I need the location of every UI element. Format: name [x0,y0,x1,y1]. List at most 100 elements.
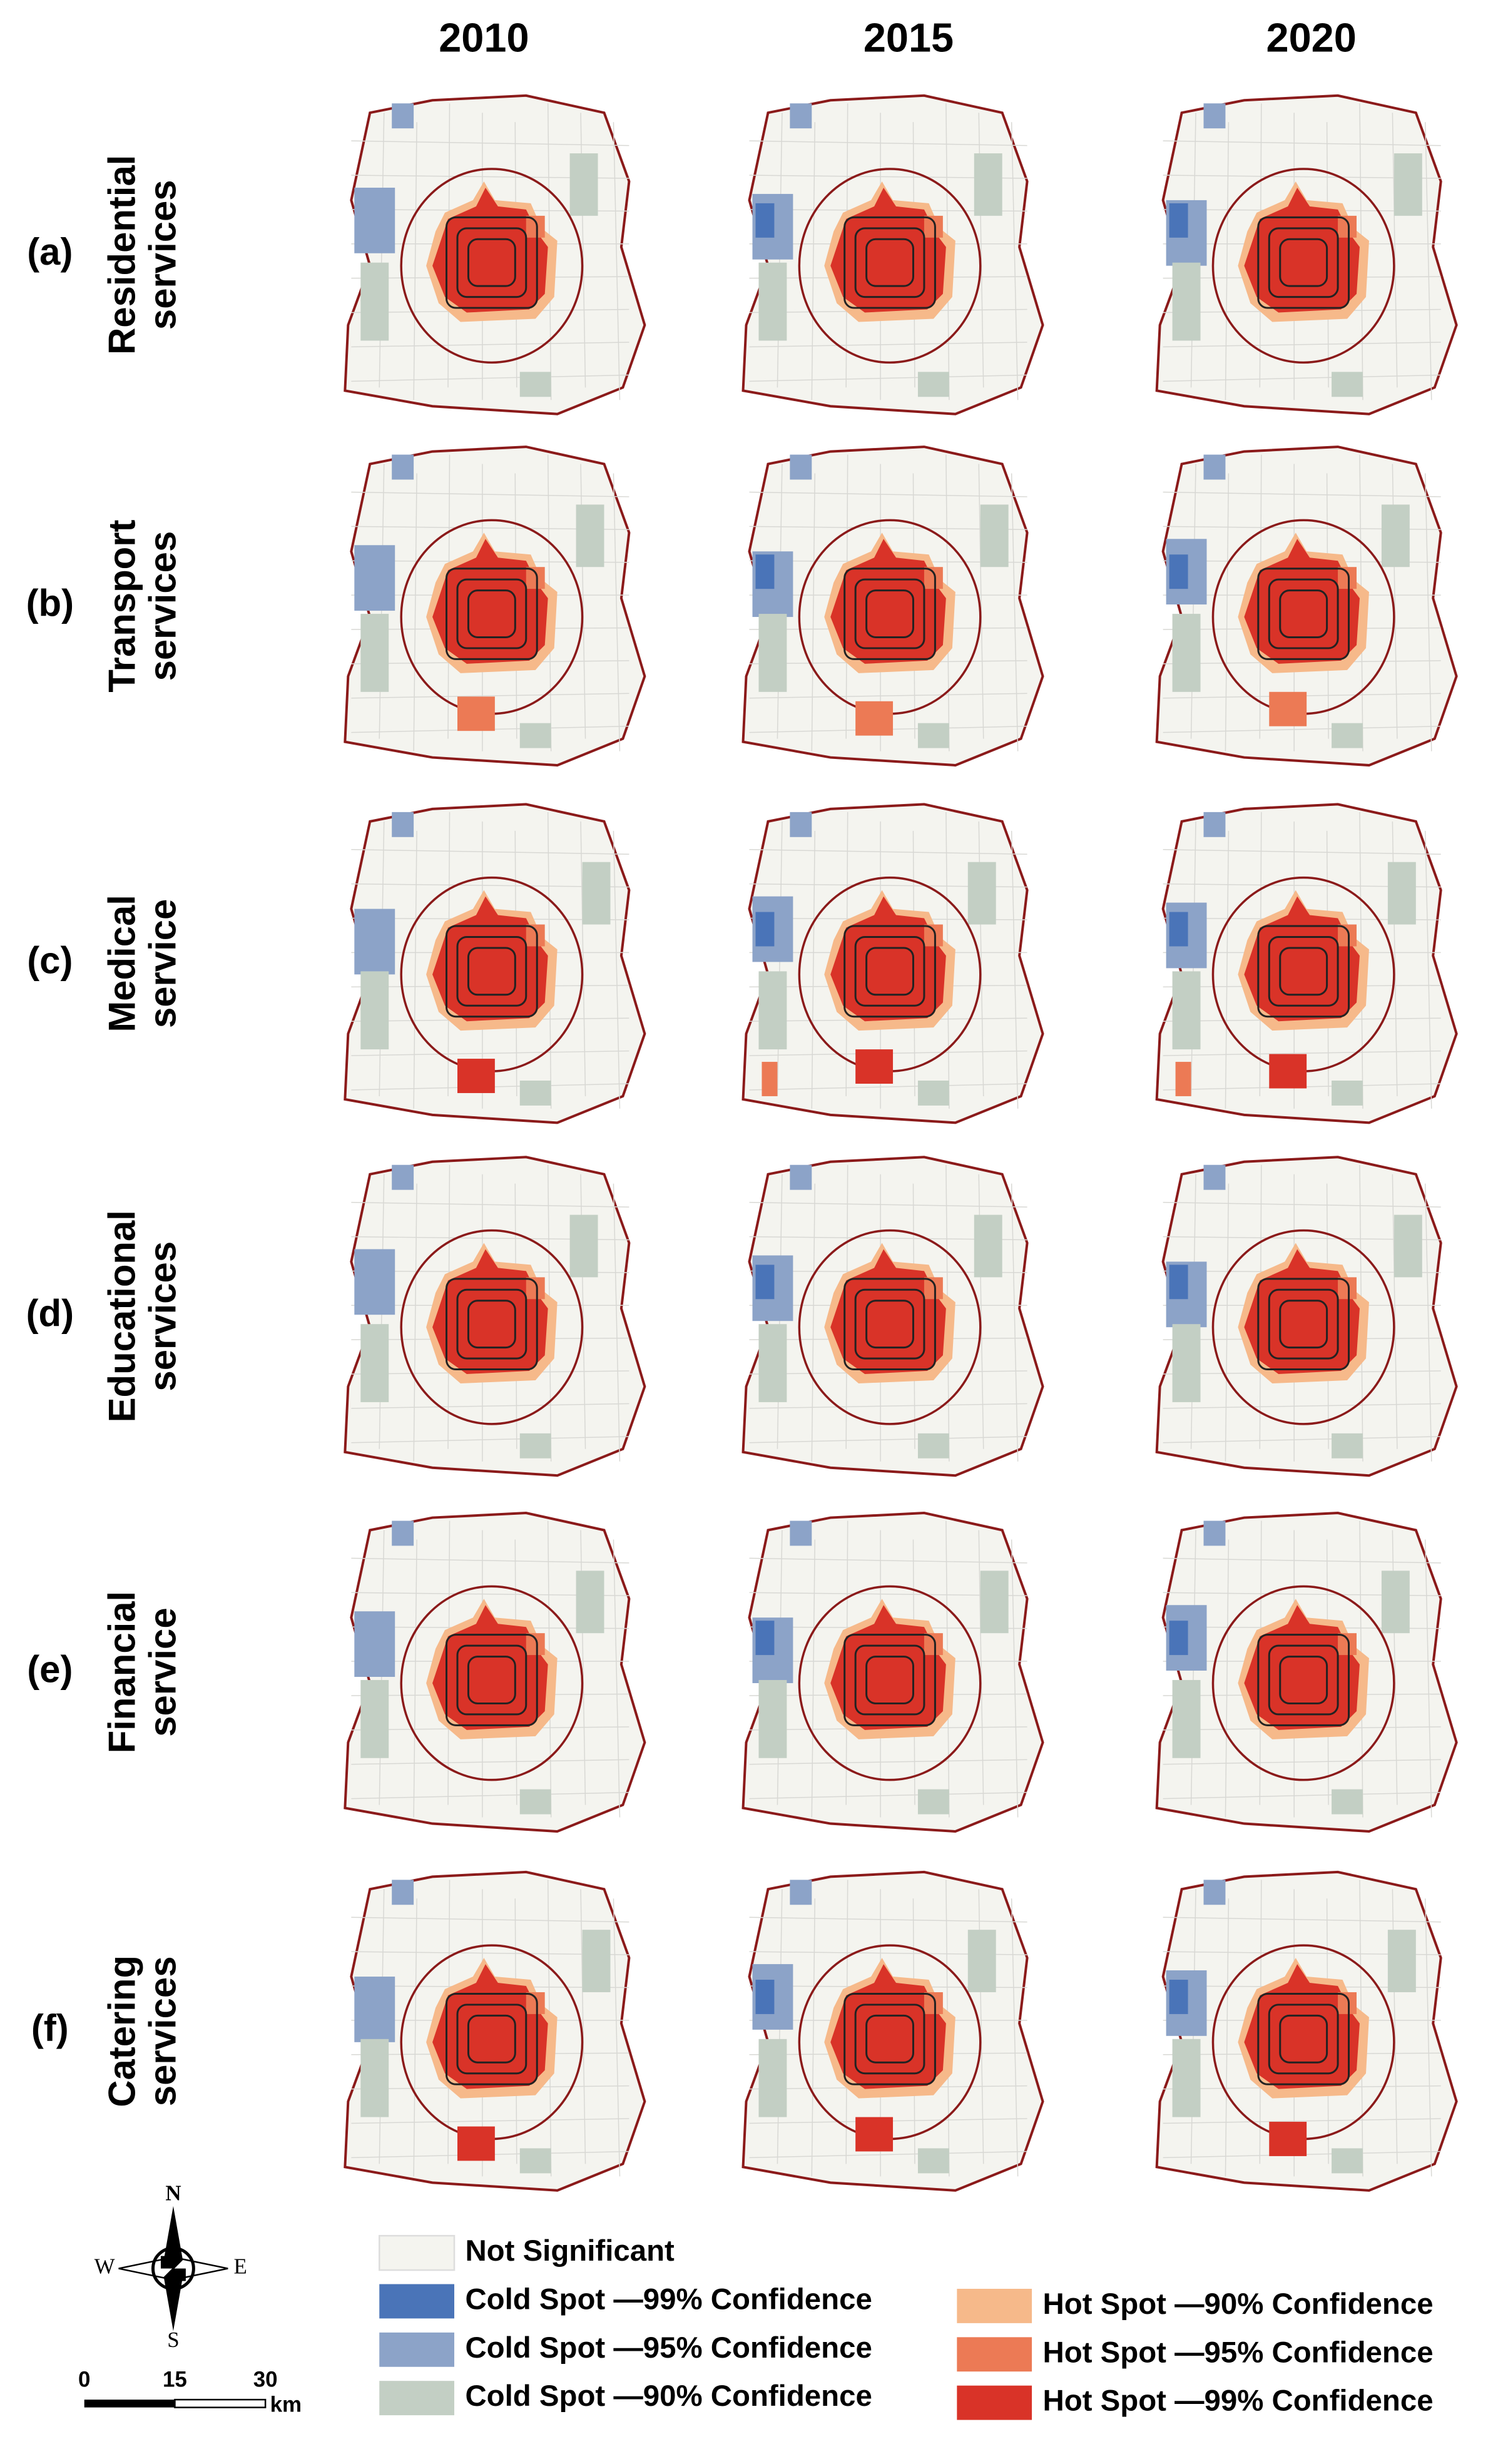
ring-road [446,925,538,1018]
map [1155,1156,1458,1477]
row-name: services [141,1241,183,1392]
cold-spot [755,1265,775,1300]
ring-road [456,935,527,1007]
cold-spot [582,862,611,925]
tract-line [1425,473,1432,751]
cold-spot [917,1433,949,1459]
hot-spot [830,1964,946,2089]
cold-spot [1169,1980,1188,2014]
tract-line [811,830,816,1109]
row-name: Transport [101,519,143,692]
hot-spot [762,1062,778,1096]
compass-n: N [165,2181,181,2205]
cold-spot [758,1324,787,1402]
tract-line [613,1898,621,2177]
row-letter: (d) [26,1293,74,1335]
map [741,1512,1044,1833]
hot-spot [924,1633,943,1656]
legend-label: Hot Spot —99% Confidence [1043,2385,1434,2418]
tract-line [351,1201,629,1208]
hot-spot [855,1049,894,1084]
tract-line [351,374,629,382]
map [344,1156,646,1477]
ring-road [446,1278,538,1371]
hot-spot [830,539,946,664]
tract-line [580,821,586,1096]
cold-spot [1172,2039,1201,2117]
cold-spot [392,103,414,129]
legend-swatch [379,2284,454,2319]
row-letter: (f) [31,2007,69,2049]
cold-spot [360,262,389,341]
hot-spot [1244,187,1360,313]
ring-road [1268,227,1339,298]
row-letter: (b) [26,582,74,624]
tract-line [1163,1436,1441,1443]
tract-line [1425,1183,1432,1462]
tract-line [413,473,417,751]
cold-spot [967,1930,996,1992]
tract-line [978,464,984,739]
tract-line [351,1403,629,1409]
row-name: Financial [101,1591,143,1753]
legend-swatch [957,2288,1032,2323]
ring-road [1279,238,1328,287]
ring-road [1257,1634,1350,1726]
legend-label: Hot Spot —90% Confidence [1043,2288,1434,2321]
hot-spot [924,1992,943,2014]
map [741,1870,1044,2192]
row-name: Medical [101,895,143,1032]
cold-spot [354,187,395,253]
ring-road [456,1644,527,1716]
row-name: Residential [101,155,143,355]
cold-spot [360,971,389,1050]
hot-spot [526,1633,545,1656]
tract-line [351,491,629,497]
tract-line [351,1050,629,1056]
cold-spot [967,862,996,925]
ring-road [467,589,516,638]
row-letter: (c) [27,940,73,982]
cold-spot [1169,203,1188,238]
tract-line [1163,1917,1441,1923]
scale-bar: 0 15 30 km [78,2367,302,2416]
hot-spot [1244,1964,1360,2089]
ring-road [854,578,925,649]
cold-spot [758,1680,787,1758]
ring-road [446,1634,538,1726]
tract-line [1163,1557,1441,1564]
cold-spot [1203,1520,1226,1546]
hot-spot [1338,924,1357,947]
cold-spot [1169,912,1188,947]
cold-spot [519,723,551,748]
tract-line [749,342,1027,348]
cold-spot [582,1930,611,1992]
cold-spot [360,2039,389,2117]
tract-line [1225,1898,1230,2177]
cold-spot [1169,554,1188,589]
cold-spot [917,372,949,397]
cold-spot [519,1081,551,1106]
scale-tick: 15 [163,2367,187,2391]
cold-spot [1332,372,1363,397]
tract-line [749,849,1027,855]
cold-spot [1169,1621,1188,1656]
cold-spot [1332,1081,1363,1106]
cold-spot [1381,504,1410,568]
ring-road [798,1229,982,1425]
ring-road [1268,2003,1339,2075]
ring-road [854,2003,925,2075]
cold-spot [790,1880,812,1905]
ring-road [1279,2014,1328,2064]
legend-swatch [957,2337,1032,2372]
tract-line [1163,342,1441,348]
cold-spot [917,2148,949,2174]
tract-line [1163,1050,1441,1056]
hot-spot [830,896,946,1022]
hot-spot [526,215,545,238]
cold-spot [974,153,1002,216]
legend-label: Cold Spot —95% Confidence [465,2331,872,2365]
column-header: 2015 [864,15,954,61]
tract-line [749,1436,1027,1443]
tract-line [613,473,621,751]
